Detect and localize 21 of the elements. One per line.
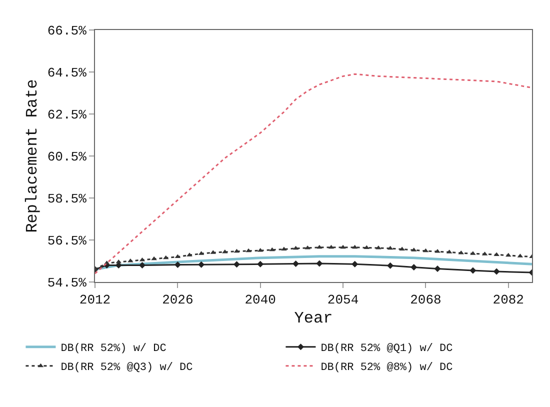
x-tick-label: 2012 xyxy=(79,292,111,308)
x-tick-label: 2068 xyxy=(410,292,442,308)
y-tick-label: 54.5% xyxy=(47,276,87,291)
y-tick-label: 58.5% xyxy=(47,192,87,207)
y-tick-label: 62.5% xyxy=(47,108,87,123)
legend-label: DB(RR 52% @Q1) w/ DC xyxy=(320,343,454,356)
y-tick-label: 64.5% xyxy=(47,66,87,81)
y-tick-label: 66.5% xyxy=(47,24,87,39)
x-tick-label: 2082 xyxy=(492,292,524,308)
line-series xyxy=(95,73,532,274)
x-axis-title: Year xyxy=(294,309,333,328)
legend-label: DB(RR 52%) w/ DC xyxy=(60,343,167,356)
x-tick-label: 2054 xyxy=(327,292,359,308)
x-tick-label: 2040 xyxy=(244,292,276,308)
x-tick-label: 2026 xyxy=(162,292,194,308)
line-series xyxy=(95,255,532,271)
legend-label: DB(RR 52% @8%) w/ DC xyxy=(320,362,454,374)
y-axis-title: Replacement Rate xyxy=(23,79,42,233)
legend-label: DB(RR 52% @Q3) w/ DC xyxy=(60,362,194,374)
y-tick-label: 56.5% xyxy=(47,234,87,249)
y-tick-label: 60.5% xyxy=(47,150,87,165)
